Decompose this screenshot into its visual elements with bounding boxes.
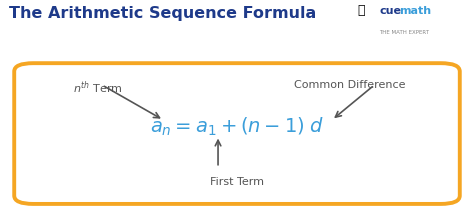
Text: THE MATH EXPERT: THE MATH EXPERT <box>379 30 429 35</box>
Text: $\mathit{a_n = a_1 + (n - 1)\;d}$: $\mathit{a_n = a_1 + (n - 1)\;d}$ <box>150 116 324 138</box>
Text: math: math <box>400 6 432 16</box>
Text: First Term: First Term <box>210 176 264 186</box>
Text: Common Difference: Common Difference <box>294 79 405 89</box>
Text: 🚀: 🚀 <box>358 4 365 17</box>
FancyBboxPatch shape <box>14 64 460 204</box>
Text: The Arithmetic Sequence Formula: The Arithmetic Sequence Formula <box>9 6 317 21</box>
Text: cue: cue <box>379 6 401 16</box>
Text: $n^{th}$ Term: $n^{th}$ Term <box>73 79 123 96</box>
